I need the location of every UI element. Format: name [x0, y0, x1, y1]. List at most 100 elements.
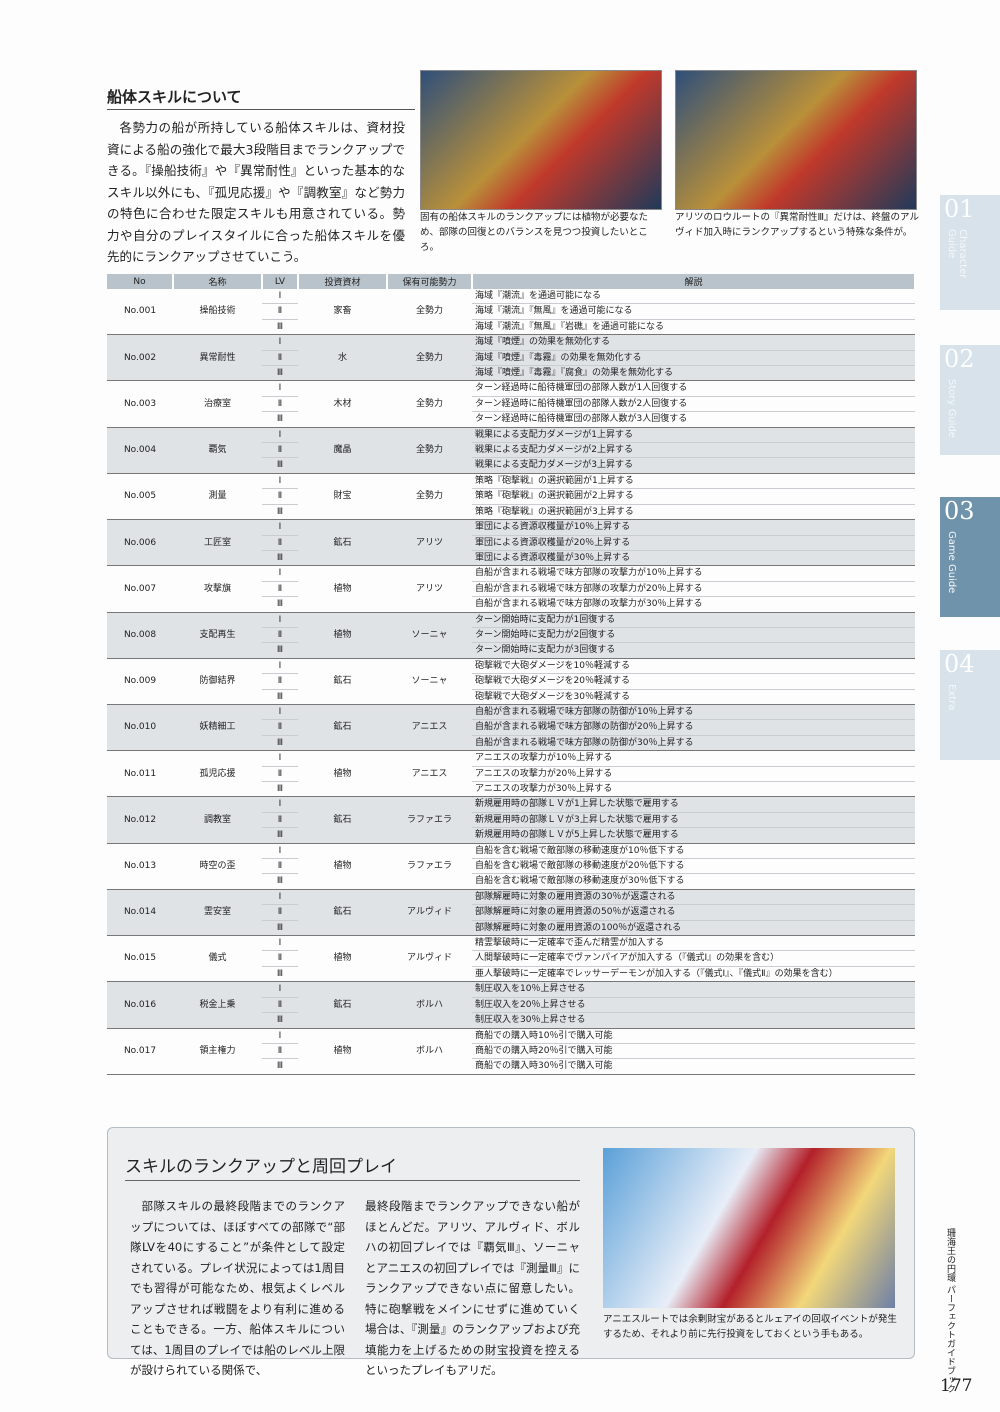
skill-level: Ⅱ: [262, 581, 298, 598]
table-row: Ⅱ 策略『砲撃戦』の選択範囲が2上昇する: [107, 488, 915, 505]
skill-name: 治療室: [173, 380, 262, 428]
skill-level: Ⅲ: [262, 596, 298, 613]
description: 策略『砲撃戦』の選択範囲が2上昇する: [472, 488, 915, 505]
description: 砲撃戦で大砲ダメージを20％軽減する: [472, 673, 915, 690]
skill-level: Ⅱ: [262, 950, 298, 967]
description: 新規雇用時の部隊ＬＶが1上昇した状態で雇用する: [472, 796, 915, 813]
description: ターン経過時に船待機軍団の部隊人数が2人回復する: [472, 396, 915, 413]
faction: 全勢力: [387, 380, 472, 428]
table-row: Ⅲ アニエスの攻撃力が30％上昇する: [107, 781, 915, 798]
column-header: 保有可能勢力: [387, 274, 473, 289]
table-row: Ⅲ 海域『潮流』『無風』『岩礁』を通過可能になる: [107, 319, 915, 336]
table-row: Ⅱ 砲撃戦で大砲ダメージを20％軽減する: [107, 673, 915, 690]
faction: アリツ: [387, 519, 472, 567]
material: 財宝: [298, 473, 387, 521]
skill-level: Ⅱ: [262, 904, 298, 921]
faction: ソーニャ: [387, 658, 472, 705]
tab[interactable]: 02 Story Guide: [940, 345, 1000, 455]
skill-no: No.009: [107, 658, 173, 705]
skill-level: Ⅰ: [262, 889, 298, 906]
tab-number: 03: [944, 497, 975, 525]
section-title: 船体スキルについて: [107, 88, 242, 106]
faction: アニエス: [387, 750, 472, 798]
skill-name: 儀式: [173, 935, 262, 983]
material: 鉱石: [298, 658, 387, 705]
material: 木材: [298, 380, 387, 428]
book-title: 珊海王の円環 パーフェクトガイドブック: [945, 1228, 955, 1393]
skill-level: Ⅰ: [262, 612, 298, 628]
faction: ラファエラ: [387, 843, 472, 890]
skill-no: No.016: [107, 981, 173, 1029]
faction: ボルハ: [387, 1028, 472, 1075]
skill-level: Ⅰ: [262, 565, 298, 582]
description: 自船が含まれる戦場で味方部隊の攻撃力が10％上昇する: [472, 565, 915, 582]
tab[interactable]: 03 Game Guide: [940, 497, 1000, 617]
column-header: 解説: [472, 274, 916, 289]
skill-no: No.002: [107, 334, 173, 382]
skill-level: Ⅲ: [262, 735, 298, 752]
table-row: Ⅲ 部隊解雇時に対象の雇用資源の100％が返還される: [107, 920, 915, 937]
skill-no: No.011: [107, 750, 173, 798]
table-row: Ⅱ 人間撃破時に一定確率でヴァンパイアが加入する（『儀式Ⅰ』の効果を含む）: [107, 950, 915, 967]
skill-level: Ⅱ: [262, 997, 298, 1014]
skill-name: 防御結界: [173, 658, 262, 705]
column-header: No: [107, 274, 174, 289]
table-row: Ⅱ ターン経過時に船待機軍団の部隊人数が2人回復する: [107, 396, 915, 413]
skill-level: Ⅱ: [262, 488, 298, 505]
skill-no: No.010: [107, 704, 173, 752]
faction: アニエス: [387, 704, 472, 752]
table-row: Ⅱ 商船での購入時20％引で購入可能: [107, 1043, 915, 1060]
skill-no: No.005: [107, 473, 173, 521]
table-row: Ⅱ 部隊解雇時に対象の雇用資源の50％が返還される: [107, 904, 915, 921]
skill-level: Ⅱ: [262, 627, 298, 644]
section-body: 各勢力の船が所持している船体スキルは、資材投資による船の強化で最大3段階目までラ…: [107, 120, 405, 264]
faction: 全勢力: [387, 473, 472, 521]
skill-level: Ⅲ: [262, 827, 298, 844]
skill-level: Ⅲ: [262, 457, 298, 474]
material: 鉱石: [298, 981, 387, 1029]
description: 海域『潮流』『無風』を通過可能になる: [472, 303, 915, 320]
table-row: Ⅱ アニエスの攻撃力が20％上昇する: [107, 766, 915, 783]
skill-level: Ⅱ: [262, 719, 298, 736]
material: 植物: [298, 843, 387, 890]
table-row: No.003 治療室 Ⅰ 木材 全勢力 ターン経過時に船待機軍団の部隊人数が1人回復する: [107, 380, 915, 428]
skill-level: Ⅰ: [262, 796, 298, 813]
faction: ボルハ: [387, 981, 472, 1029]
skill-name: 攻撃旗: [173, 565, 262, 613]
table-row: Ⅱ 自船が含まれる戦場で味方部隊の防御が20％上昇する: [107, 719, 915, 736]
skill-level: Ⅱ: [262, 858, 298, 875]
page-number: 177: [940, 1376, 973, 1396]
table-row: Ⅲ 商船での購入時30％引で購入可能: [107, 1058, 915, 1075]
skill-name: 測量: [173, 473, 262, 521]
skill-name: 税金上乗: [173, 981, 262, 1029]
skill-name: 時空の歪: [173, 843, 262, 890]
skill-name: 操船技術: [173, 289, 262, 336]
material: 植物: [298, 1028, 387, 1075]
column-header: 名称: [173, 274, 263, 289]
tab[interactable]: 01 Character Guide: [940, 195, 1000, 310]
column-title: スキルのランクアップと周回プレイ: [125, 1157, 397, 1177]
description: 商船での購入時10％引で購入可能: [472, 1028, 915, 1044]
description: 戦果による支配力ダメージが3上昇する: [472, 457, 915, 474]
table-row: No.014 霊安室 Ⅰ 鉱石 アルヴィド 部隊解雇時に対象の雇用資源の30％が返還される: [107, 889, 915, 937]
table-row: Ⅱ 新規雇用時の部隊ＬＶが3上昇した状態で雇用する: [107, 812, 915, 829]
material: 植物: [298, 935, 387, 983]
table-row: No.007 攻撃旗 Ⅰ 植物 アリツ 自船が含まれる戦場で味方部隊の攻撃力が10％上昇す…: [107, 565, 915, 613]
table-row: Ⅱ 軍団による資源収穫量が20％上昇する: [107, 535, 915, 551]
table-row: Ⅲ 戦果による支配力ダメージが3上昇する: [107, 457, 915, 474]
table-header: No 名称 LV 投資資材 保有可能勢力 解説: [107, 274, 916, 289]
description: 海域『潮流』『無風』『岩礁』を通過可能になる: [472, 319, 915, 336]
tab[interactable]: 04 Extra: [940, 650, 1000, 760]
skill-name: 覇気: [173, 427, 262, 474]
skill-no: No.014: [107, 889, 173, 937]
skill-level: Ⅰ: [262, 519, 298, 536]
table-row: No.009 防御結界 Ⅰ 鉱石 ソーニャ 砲撃戦で大砲ダメージを10％軽減する: [107, 658, 915, 705]
table-row: Ⅲ 自船が含まれる戦場で味方部隊の攻撃力が30％上昇する: [107, 596, 915, 613]
faction: アルヴィド: [387, 889, 472, 937]
material: 植物: [298, 750, 387, 798]
material: 鉱石: [298, 796, 387, 844]
skill-no: No.013: [107, 843, 173, 890]
skill-no: No.007: [107, 565, 173, 613]
table-row: Ⅲ 軍団による資源収穫量が30％上昇する: [107, 550, 915, 567]
skill-level: Ⅱ: [262, 812, 298, 829]
